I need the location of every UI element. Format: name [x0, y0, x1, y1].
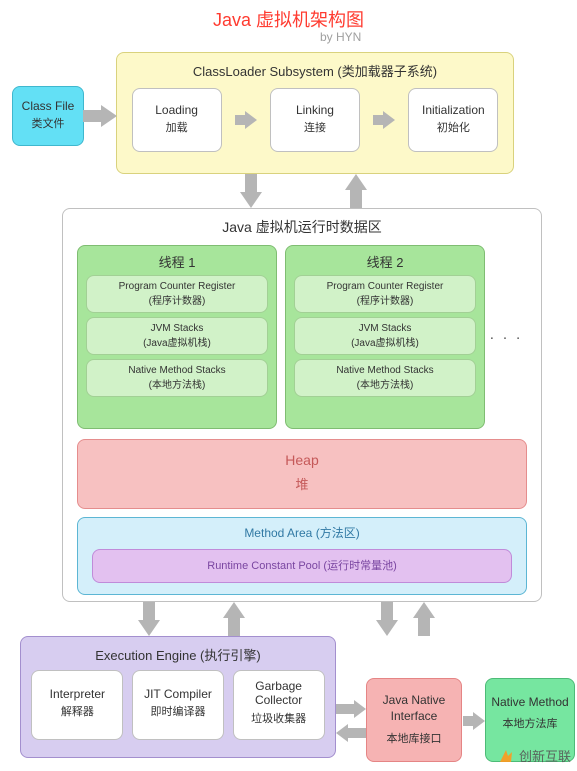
- linking-sub: 连接: [271, 119, 359, 135]
- arrow-icon: [336, 724, 366, 742]
- thread1-row1-l1: JVM Stacks: [87, 323, 267, 334]
- thread1-row2: Native Method Stacks (本地方法栈): [86, 359, 268, 397]
- native-lib-sub: 本地方法库: [486, 715, 574, 731]
- thread1-row2-l2: (本地方法栈): [87, 376, 267, 391]
- byline: by HYN: [320, 30, 361, 44]
- heap-title: Heap: [78, 452, 526, 468]
- arrow-icon: [413, 602, 435, 636]
- interp-sub: 解释器: [32, 703, 122, 719]
- thread2-row0-l1: Program Counter Register: [295, 281, 475, 292]
- gc-sub: 垃圾收集器: [234, 710, 324, 726]
- watermark-icon: [497, 747, 515, 765]
- runtime-pool-box: Runtime Constant Pool (运行时常量池): [92, 549, 512, 583]
- heap-sub: 堆: [78, 474, 526, 493]
- init-title: Initialization: [409, 103, 497, 117]
- jni-sub: 本地库接口: [367, 730, 461, 746]
- jni-title: Java Native Interface: [367, 693, 461, 724]
- thread1-row1-l2: (Java虚拟机栈): [87, 334, 267, 349]
- arrow-icon: [345, 174, 367, 208]
- jni-box: Java Native Interface 本地库接口: [366, 678, 462, 762]
- heap-box: Heap 堆: [77, 439, 527, 509]
- exec-title: Execution Engine (执行引擎): [21, 645, 335, 664]
- thread1-row0-l2: (程序计数器): [87, 292, 267, 307]
- exec-jit: JIT Compiler 即时编译器: [132, 670, 224, 740]
- thread-1: 线程 1 Program Counter Register (程序计数器) JV…: [77, 245, 277, 429]
- thread1-row1: JVM Stacks (Java虚拟机栈): [86, 317, 268, 355]
- classloader-loading: Loading 加载: [132, 88, 222, 152]
- classfile-subtitle: 类文件: [13, 115, 83, 131]
- method-area-title: Method Area (方法区): [78, 524, 526, 541]
- thread-2: 线程 2 Program Counter Register (程序计数器) JV…: [285, 245, 485, 429]
- interp-title: Interpreter: [32, 687, 122, 701]
- jit-sub: 即时编译器: [133, 703, 223, 719]
- arrow-icon: [336, 700, 366, 718]
- loading-title: Loading: [133, 103, 221, 117]
- arrow-icon: [223, 602, 245, 636]
- thread2-row0: Program Counter Register (程序计数器): [294, 275, 476, 313]
- classfile-title: Class File: [13, 99, 83, 113]
- classloader-box: ClassLoader Subsystem (类加载器子系统) Loading …: [116, 52, 514, 174]
- page-title: Java 虚拟机架构图: [0, 6, 577, 32]
- exec-interpreter: Interpreter 解释器: [31, 670, 123, 740]
- thread1-title: 线程 1: [78, 252, 276, 271]
- arrow-icon: [235, 111, 257, 129]
- thread1-row2-l1: Native Method Stacks: [87, 365, 267, 376]
- runtime-pool-title: Runtime Constant Pool (运行时常量池): [93, 550, 511, 582]
- thread2-row2: Native Method Stacks (本地方法栈): [294, 359, 476, 397]
- watermark-text: 创新互联: [519, 746, 571, 765]
- method-area-box: Method Area (方法区) Runtime Constant Pool …: [77, 517, 527, 595]
- thread-ellipsis: · · ·: [485, 329, 527, 346]
- arrow-icon: [376, 602, 398, 636]
- init-sub: 初始化: [409, 119, 497, 135]
- thread2-row2-l2: (本地方法栈): [295, 376, 475, 391]
- thread1-row0-l1: Program Counter Register: [87, 281, 267, 292]
- watermark: 创新互联: [497, 746, 571, 765]
- arrow-icon: [138, 602, 160, 636]
- classloader-title: ClassLoader Subsystem (类加载器子系统): [117, 61, 513, 80]
- loading-sub: 加载: [133, 119, 221, 135]
- jit-title: JIT Compiler: [133, 687, 223, 701]
- native-lib-title: Native Method: [486, 695, 574, 709]
- thread2-row1-l2: (Java虚拟机栈): [295, 334, 475, 349]
- thread2-row0-l2: (程序计数器): [295, 292, 475, 307]
- linking-title: Linking: [271, 103, 359, 117]
- arrow-icon: [83, 105, 117, 127]
- thread2-row1: JVM Stacks (Java虚拟机栈): [294, 317, 476, 355]
- classloader-init: Initialization 初始化: [408, 88, 498, 152]
- thread2-row2-l1: Native Method Stacks: [295, 365, 475, 376]
- exec-gc: Garbage Collector 垃圾收集器: [233, 670, 325, 740]
- arrow-icon: [463, 712, 485, 730]
- runtime-title: Java 虚拟机运行时数据区: [63, 217, 541, 237]
- arrow-icon: [240, 174, 262, 208]
- gc-title: Garbage Collector: [234, 679, 324, 708]
- runtime-box: Java 虚拟机运行时数据区 线程 1 Program Counter Regi…: [62, 208, 542, 602]
- thread2-row1-l1: JVM Stacks: [295, 323, 475, 334]
- thread1-row0: Program Counter Register (程序计数器): [86, 275, 268, 313]
- thread2-title: 线程 2: [286, 252, 484, 271]
- classfile-box: Class File 类文件: [12, 86, 84, 146]
- exec-box: Execution Engine (执行引擎) Interpreter 解释器 …: [20, 636, 336, 758]
- arrow-icon: [373, 111, 395, 129]
- classloader-linking: Linking 连接: [270, 88, 360, 152]
